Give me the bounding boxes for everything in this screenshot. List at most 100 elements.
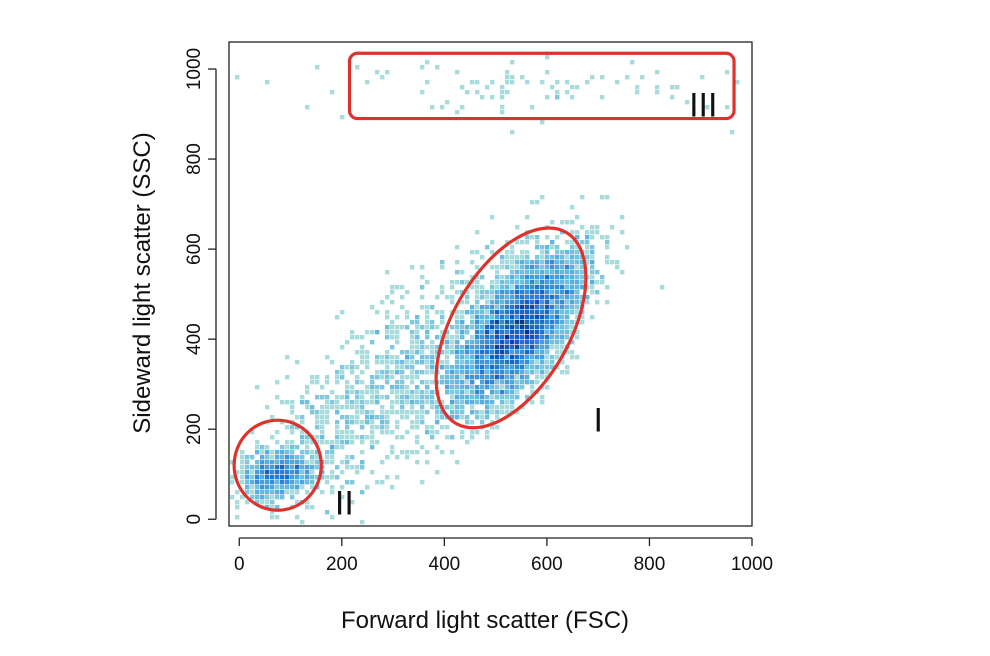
density-cell (560, 260, 565, 265)
density-cell (580, 275, 585, 280)
density-cell (400, 380, 405, 385)
density-cell (545, 320, 550, 325)
density-cell (455, 415, 460, 420)
density-cell (275, 470, 280, 475)
density-cell (335, 400, 340, 405)
density-cell (440, 375, 445, 380)
density-cell (515, 410, 520, 415)
density-cell (600, 75, 605, 80)
density-cell (530, 260, 535, 265)
density-cell (240, 480, 245, 485)
density-cell (540, 330, 545, 335)
density-cell (500, 280, 505, 285)
density-cell (430, 350, 435, 355)
density-cell (495, 380, 500, 385)
density-cell (300, 440, 305, 445)
density-cell (375, 310, 380, 315)
density-cell (445, 360, 450, 365)
density-cell (490, 290, 495, 295)
density-cell (525, 345, 530, 350)
density-cell (330, 400, 335, 405)
density-cell (495, 325, 500, 330)
density-cell (310, 450, 315, 455)
density-cell (570, 95, 575, 100)
density-cell (510, 130, 515, 135)
density-cell (285, 400, 290, 405)
density-cell (465, 295, 470, 300)
density-cell (500, 265, 505, 270)
density-cell (265, 455, 270, 460)
density-cell (345, 385, 350, 390)
density-cell (335, 375, 340, 380)
density-cell (470, 420, 475, 425)
density-cell (460, 105, 465, 110)
density-cell (340, 430, 345, 435)
density-cell (465, 345, 470, 350)
density-cell (570, 250, 575, 255)
density-cell (465, 330, 470, 335)
density-cell (505, 260, 510, 265)
density-cell (530, 200, 535, 205)
density-cell (370, 445, 375, 450)
density-cell (365, 330, 370, 335)
density-cell (340, 435, 345, 440)
density-cell (400, 325, 405, 330)
density-cell (295, 485, 300, 490)
density-cell (575, 335, 580, 340)
density-cell (520, 295, 525, 300)
density-cell (485, 370, 490, 375)
density-cell (485, 430, 490, 435)
density-cell (500, 410, 505, 415)
density-cell (355, 335, 360, 340)
density-cell (275, 505, 280, 510)
density-cell (305, 480, 310, 485)
density-cell (470, 400, 475, 405)
density-cell (360, 370, 365, 375)
density-cell (330, 445, 335, 450)
density-cell (535, 370, 540, 375)
density-cell (325, 410, 330, 415)
density-cell (400, 405, 405, 410)
density-cell (530, 280, 535, 285)
density-cell (600, 195, 605, 200)
density-cell (475, 250, 480, 255)
density-cell (485, 315, 490, 320)
density-cell (260, 465, 265, 470)
density-cell (570, 255, 575, 260)
density-cell (280, 495, 285, 500)
density-cell (545, 305, 550, 310)
density-cell (500, 345, 505, 350)
density-cell (445, 425, 450, 430)
density-cell (465, 385, 470, 390)
density-cell (480, 380, 485, 385)
density-cell (345, 380, 350, 385)
density-cell (725, 105, 730, 110)
density-cell (540, 120, 545, 125)
density-cell (260, 490, 265, 495)
density-cell (515, 265, 520, 270)
density-cell (470, 345, 475, 350)
density-cell (560, 315, 565, 320)
density-cell (310, 455, 315, 460)
density-cell (505, 350, 510, 355)
density-cell (510, 80, 515, 85)
density-cell (540, 395, 545, 400)
density-cell (390, 405, 395, 410)
density-cell (455, 390, 460, 395)
density-cell (615, 265, 620, 270)
density-cell (400, 400, 405, 405)
density-cell (545, 360, 550, 365)
density-cell (470, 360, 475, 365)
density-cell (505, 340, 510, 345)
density-cell (445, 100, 450, 105)
density-cell (525, 335, 530, 340)
density-cell (440, 415, 445, 420)
density-cell (275, 465, 280, 470)
density-cell (555, 320, 560, 325)
density-cell (530, 305, 535, 310)
density-cell (505, 290, 510, 295)
density-cell (375, 355, 380, 360)
density-cell (550, 285, 555, 290)
density-cell (515, 340, 520, 345)
density-cell (490, 310, 495, 315)
